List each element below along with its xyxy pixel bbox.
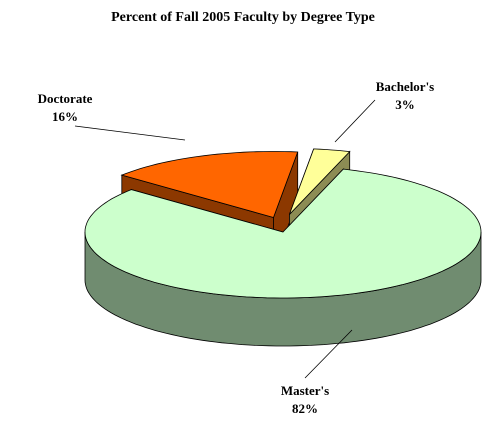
leader-line bbox=[304, 329, 353, 379]
value-label: 82% bbox=[292, 401, 318, 416]
chart-title: Percent of Fall 2005 Faculty by Degree T… bbox=[111, 10, 375, 25]
slice bbox=[84, 168, 482, 347]
value-label: 16% bbox=[52, 109, 78, 124]
category-label: Bachelor's bbox=[376, 79, 435, 94]
leader-line bbox=[334, 99, 376, 143]
slice-top bbox=[289, 148, 351, 215]
value-label: 3% bbox=[395, 97, 415, 112]
category-label: Doctorate bbox=[38, 91, 93, 106]
slice-top bbox=[84, 168, 482, 299]
category-label: Master's bbox=[281, 383, 329, 398]
leader-line bbox=[74, 125, 186, 141]
slice-top bbox=[120, 151, 299, 218]
